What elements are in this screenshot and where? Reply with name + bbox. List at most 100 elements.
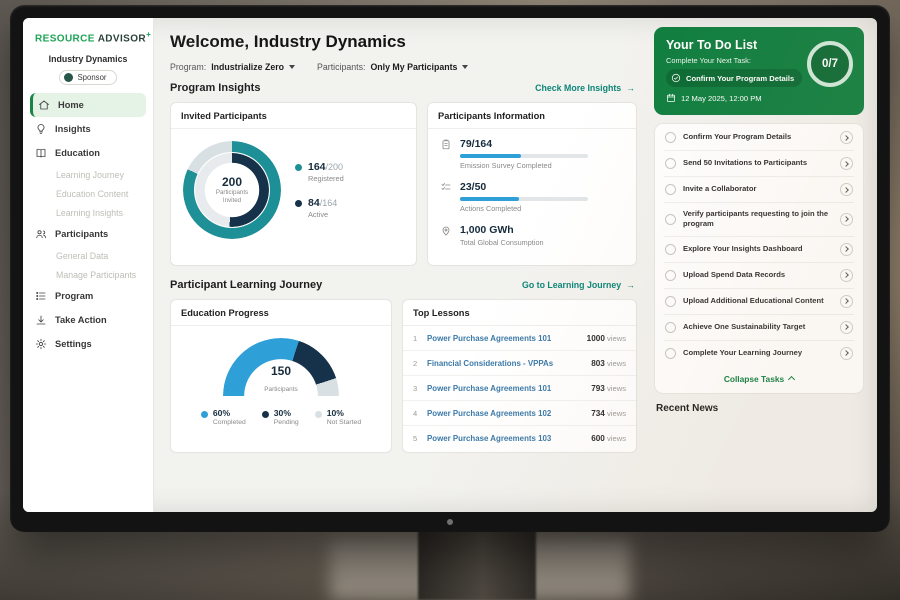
progress-bar	[460, 154, 588, 158]
next-task-pill[interactable]: Confirm Your Program Details	[666, 69, 803, 87]
sidebar-item-learning-insights[interactable]: Learning Insights	[56, 207, 123, 218]
sidebar-item-label: Insights	[55, 124, 91, 135]
check-circle-icon	[671, 73, 681, 83]
legend-pct: 60%	[212, 408, 231, 418]
program-select[interactable]: Industrialize Zero	[211, 62, 296, 72]
task-row[interactable]: Invite a Collaborator	[664, 177, 854, 203]
task-checkbox[interactable]	[665, 158, 676, 169]
task-row[interactable]: Upload Additional Educational Content	[664, 289, 854, 315]
go-to-learning-journey-link[interactable]: Go to Learning Journey →	[522, 280, 635, 290]
chevron-right-icon[interactable]	[840, 131, 853, 144]
legend-label: Registered	[308, 174, 344, 183]
lesson-link[interactable]: Power Purchase Agreements 101	[427, 383, 552, 393]
program-value: Industrialize Zero	[211, 62, 285, 72]
lesson-link[interactable]: Financial Considerations - VPPAs	[427, 358, 554, 368]
education-progress-card: Education Progress 150 Participants	[170, 299, 392, 453]
views-suffix: views	[607, 434, 626, 443]
filters-bar: Program: Industrialize Zero Participants…	[170, 62, 637, 72]
lesson-link[interactable]: Power Purchase Agreements 102	[427, 408, 552, 418]
donut-legend: 164/200 Registered 84/164 Active	[295, 161, 344, 219]
card-title: Invited Participants	[171, 103, 416, 129]
education-gauge-chart: 150 Participants	[223, 338, 339, 396]
sidebar-item-education-content[interactable]: Education Content	[56, 188, 129, 199]
survey-icon	[440, 138, 452, 150]
task-checkbox[interactable]	[665, 132, 676, 143]
sidebar-item-program[interactable]: Program	[23, 284, 153, 308]
sidebar-item-settings[interactable]: Settings	[23, 332, 153, 356]
lesson-rank: 5	[413, 434, 418, 443]
chevron-right-icon[interactable]	[840, 268, 853, 282]
chevron-right-icon[interactable]	[840, 157, 853, 170]
brand-secondary: ADVISOR	[97, 33, 147, 45]
legend-value: 164	[308, 161, 326, 173]
task-checkbox[interactable]	[665, 295, 676, 307]
download-icon	[35, 314, 47, 326]
legend-dot	[295, 164, 302, 171]
task-row[interactable]: Upload Spend Data Records	[664, 263, 854, 289]
lesson-row: 3 Power Purchase Agreements 101 793 view…	[403, 376, 636, 401]
lesson-link[interactable]: Power Purchase Agreements 101	[427, 333, 552, 343]
task-checkbox[interactable]	[665, 213, 676, 225]
monitor-stand	[418, 528, 536, 600]
legend-item-active: 84/164 Active	[295, 197, 344, 219]
chevron-right-icon[interactable]	[840, 183, 853, 196]
chevron-right-icon[interactable]	[840, 242, 853, 256]
legend-dot	[200, 411, 208, 418]
arrow-right-icon: →	[626, 280, 635, 290]
participants-information-card: Participants Information 79/164 Emission…	[427, 102, 637, 266]
chevron-right-icon[interactable]	[840, 294, 853, 308]
sidebar-item-participants[interactable]: Participants	[23, 222, 153, 246]
screen: RESOURCE ADVISOR+ Industry Dynamics Spon…	[23, 18, 877, 512]
sidebar-item-learning-journey[interactable]: Learning Journey	[56, 169, 124, 180]
legend-item-not-started: 10% Not Started	[314, 408, 361, 426]
chevron-right-icon[interactable]	[840, 320, 853, 334]
sponsor-icon	[64, 73, 74, 83]
sidebar-item-education[interactable]: Education	[23, 141, 153, 165]
top-lessons-card: Top Lessons 1 Power Purchase Agreements …	[402, 299, 637, 453]
book-icon	[35, 147, 47, 159]
location-pin-icon	[440, 224, 452, 236]
lesson-views: 1000	[586, 333, 605, 343]
legend-value: 84	[308, 197, 320, 209]
collapse-tasks-link[interactable]: Collapse Tasks	[664, 366, 854, 391]
task-row[interactable]: Verify participants requesting to join t…	[664, 203, 854, 237]
progress-fill	[460, 154, 522, 158]
recent-news-header: Recent News	[656, 402, 719, 414]
program-filter: Program: Industrialize Zero	[170, 62, 296, 72]
sidebar-item-general-data[interactable]: General Data	[56, 250, 109, 261]
check-more-insights-link[interactable]: Check More Insights →	[535, 83, 635, 93]
task-checkbox[interactable]	[665, 184, 676, 195]
sidebar-item-insights[interactable]: Insights	[23, 117, 153, 141]
donut-center-label: Participants Invited	[215, 189, 249, 204]
task-row[interactable]: Explore Your Insights Dashboard	[664, 237, 854, 263]
legend-item-pending: 30% Pending	[261, 408, 299, 426]
link-label: Go to Learning Journey	[521, 280, 622, 290]
legend-dot	[314, 411, 322, 418]
sidebar-item-manage-participants[interactable]: Manage Participants	[56, 269, 137, 280]
participants-select[interactable]: Only My Participants	[370, 62, 469, 72]
views-suffix: views	[607, 383, 626, 393]
sponsor-badge: Sponsor	[59, 70, 117, 86]
card-title: Top Lessons	[403, 300, 636, 326]
donut-center: 200 Participants Invited	[209, 167, 255, 213]
people-icon	[35, 228, 47, 240]
sidebar-item-home[interactable]: Home	[30, 93, 146, 118]
lesson-link[interactable]: Power Purchase Agreements 103	[427, 434, 552, 443]
task-row[interactable]: Complete Your Learning Journey	[664, 341, 854, 366]
sidebar-item-take-action[interactable]: Take Action	[23, 308, 153, 332]
task-checkbox[interactable]	[665, 269, 676, 281]
task-row[interactable]: Confirm Your Program Details	[664, 125, 854, 151]
task-checkbox[interactable]	[665, 321, 676, 333]
gauge-center: 150 Participants	[223, 364, 339, 396]
task-row[interactable]: Achieve One Sustainability Target	[664, 315, 854, 341]
participants-value: Only My Participants	[370, 62, 458, 72]
task-checkbox[interactable]	[665, 243, 676, 255]
task-checkbox[interactable]	[665, 347, 676, 359]
brand-logo: RESOURCE ADVISOR+	[23, 18, 153, 48]
lesson-row: 2 Financial Considerations - VPPAs 803 v…	[403, 351, 636, 376]
chevron-right-icon[interactable]	[840, 346, 853, 360]
chevron-right-icon[interactable]	[840, 212, 853, 226]
calendar-icon	[667, 93, 675, 102]
task-row[interactable]: Send 50 Invitations to Participants	[664, 151, 854, 177]
card-title: Participants Information	[428, 103, 636, 129]
